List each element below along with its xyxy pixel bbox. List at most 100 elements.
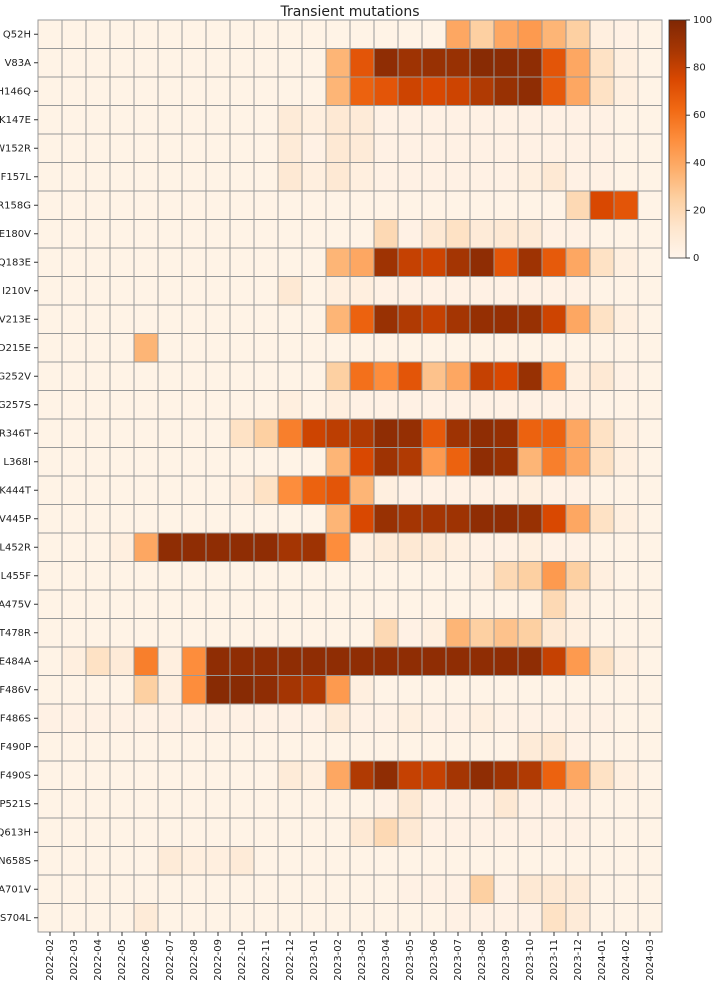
heatmap-cell (565, 247, 591, 277)
heatmap-cell (301, 190, 327, 220)
heatmap-cell (277, 361, 303, 391)
y-tick-label: A475V (0, 599, 31, 610)
heatmap-cell (277, 703, 303, 733)
heatmap-cell (181, 162, 207, 192)
x-tick-label: 2022-12 (285, 939, 296, 981)
heatmap-cell (325, 817, 351, 847)
heatmap-cell (109, 646, 135, 676)
heatmap-cell (613, 133, 639, 163)
x-tick-label: 2022-03 (69, 939, 80, 981)
y-tick-label: F490S (0, 770, 31, 781)
heatmap-cell (493, 589, 519, 619)
heatmap-cell (229, 304, 255, 334)
colorbar-tick-label: 20 (693, 205, 706, 216)
heatmap-cell (277, 646, 303, 676)
heatmap-cell (421, 703, 447, 733)
heatmap-cell (469, 219, 495, 249)
heatmap-cell (541, 190, 567, 220)
heatmap-cell (109, 589, 135, 619)
heatmap-cell (37, 589, 63, 619)
y-tick-label: L452R (0, 542, 31, 553)
heatmap-cell (325, 675, 351, 705)
heatmap-cell (325, 874, 351, 904)
colorbar-tick-label: 80 (693, 63, 706, 74)
heatmap-cell (613, 903, 639, 933)
heatmap-cell (181, 732, 207, 762)
heatmap-cell (637, 304, 663, 334)
heatmap-cell (589, 874, 615, 904)
heatmap-cell (301, 646, 327, 676)
heatmap-cell (445, 304, 471, 334)
heatmap-cell (445, 561, 471, 591)
heatmap-cell (277, 874, 303, 904)
heatmap-cell (565, 817, 591, 847)
heatmap-cell (61, 732, 87, 762)
heatmap-cell (421, 817, 447, 847)
heatmap-cell (157, 19, 183, 49)
heatmap-cell (181, 589, 207, 619)
heatmap-cell (229, 162, 255, 192)
heatmap-cell (397, 703, 423, 733)
heatmap-cell (253, 561, 279, 591)
heatmap-cell (397, 19, 423, 49)
x-tick-label: 2022-07 (165, 939, 176, 981)
colorbar-tick-label: 40 (693, 158, 706, 169)
heatmap-cell (445, 589, 471, 619)
heatmap-cell (37, 447, 63, 477)
heatmap-cell (421, 618, 447, 648)
heatmap-cell (229, 732, 255, 762)
heatmap-cell (253, 703, 279, 733)
heatmap-cell (85, 304, 111, 334)
heatmap-cell (157, 618, 183, 648)
heatmap-cell (637, 447, 663, 477)
heatmap-cell (613, 276, 639, 306)
heatmap-cell (373, 418, 399, 448)
heatmap-cell (565, 846, 591, 876)
y-tick-label: K444T (0, 485, 32, 496)
heatmap-cell (85, 760, 111, 790)
heatmap-cell (421, 133, 447, 163)
heatmap-cell (373, 874, 399, 904)
heatmap-cell (589, 190, 615, 220)
heatmap-cell (589, 304, 615, 334)
heatmap-cell (517, 675, 543, 705)
heatmap-cell (541, 247, 567, 277)
heatmap-cell (253, 903, 279, 933)
heatmap-cell (541, 789, 567, 819)
heatmap-cell (445, 817, 471, 847)
heatmap-cell (325, 105, 351, 135)
heatmap-cell (373, 190, 399, 220)
heatmap-cell (253, 732, 279, 762)
heatmap-cell (181, 361, 207, 391)
heatmap-cell (133, 504, 159, 534)
heatmap-cell (469, 475, 495, 505)
heatmap-cell (325, 703, 351, 733)
heatmap-cell (61, 105, 87, 135)
heatmap-cell (157, 532, 183, 562)
heatmap-cell (517, 561, 543, 591)
heatmap-cell (541, 19, 567, 49)
heatmap-cell (205, 333, 231, 363)
heatmap-cell (133, 589, 159, 619)
heatmap-cell (325, 561, 351, 591)
heatmap-cell (493, 247, 519, 277)
heatmap-cell (325, 789, 351, 819)
heatmap-cell (109, 504, 135, 534)
heatmap-cell (181, 76, 207, 106)
heatmap-cell (469, 532, 495, 562)
y-tick-label: D215E (0, 343, 31, 354)
heatmap-cell (325, 732, 351, 762)
heatmap-cell (493, 817, 519, 847)
heatmap-cell (397, 903, 423, 933)
heatmap-cell (61, 276, 87, 306)
heatmap-cell (373, 817, 399, 847)
heatmap-cell (205, 561, 231, 591)
heatmap-cell (541, 447, 567, 477)
heatmap-cell (133, 247, 159, 277)
heatmap-cell (109, 19, 135, 49)
heatmap-cell (181, 390, 207, 420)
heatmap-cell (565, 390, 591, 420)
heatmap-cell (157, 105, 183, 135)
heatmap-cell (181, 48, 207, 78)
heatmap-cell (445, 48, 471, 78)
